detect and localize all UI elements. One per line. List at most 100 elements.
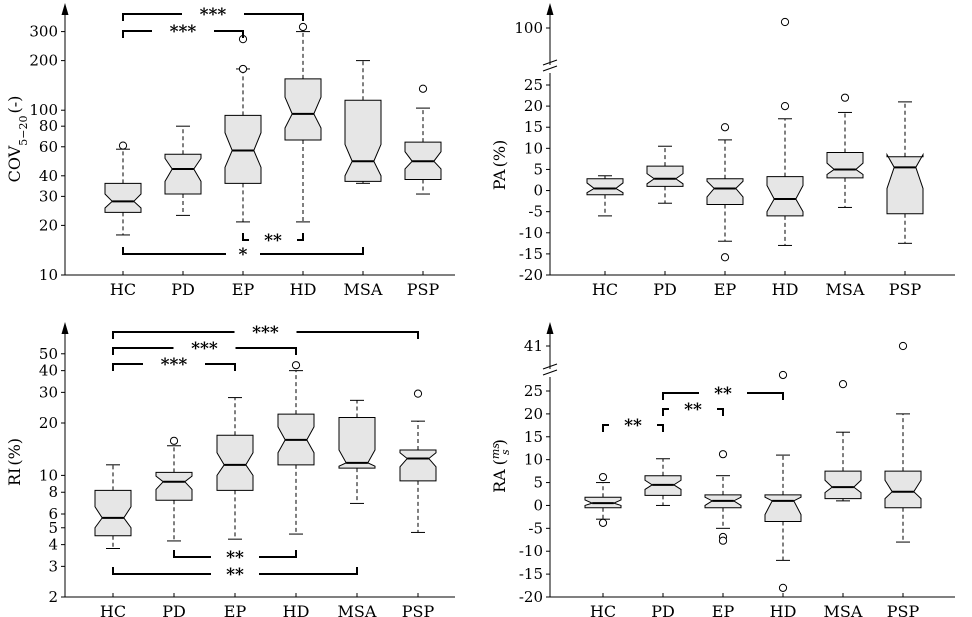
box-body: [646, 165, 684, 187]
box-hc: [586, 175, 624, 217]
y-tick-label: 8: [48, 483, 58, 501]
bracket-line-left: [602, 424, 609, 432]
outlier: [720, 123, 730, 132]
y-tick-label: 4: [48, 536, 58, 554]
bracket-line-right: [214, 30, 244, 38]
box-pd: [155, 436, 193, 542]
y-tick-label: -5: [528, 519, 543, 537]
bracket-line-left: [112, 567, 211, 575]
sig-label: **: [264, 231, 282, 251]
outlier: [413, 389, 423, 398]
bracket-line-left: [662, 408, 669, 416]
x-tick-label-pd: PD: [653, 280, 677, 299]
y-tick-label: 10: [524, 451, 543, 469]
y-tick-label: -20: [519, 266, 543, 284]
sig-bracket-pd-hd: **: [662, 384, 784, 404]
box-pd: [644, 458, 682, 506]
box-hd: [284, 22, 322, 223]
x-tick-label-msa: MSA: [824, 602, 863, 617]
box-hd: [277, 361, 315, 535]
y-axis-arrow: [546, 322, 554, 334]
outlier: [778, 370, 788, 380]
box-body: [155, 471, 193, 501]
x-tick-label-pd: PD: [162, 602, 186, 617]
x-tick-label-hc: HC: [590, 602, 616, 617]
y-tick-label-break: 100: [514, 19, 543, 37]
x-tick-label-hd: HD: [770, 602, 797, 617]
outlier: [840, 93, 850, 102]
x-tick-label-msa: MSA: [338, 602, 377, 617]
bracket-line-right: [259, 567, 358, 575]
y-tick-label: 20: [524, 405, 543, 423]
y-tick-label: 50: [39, 345, 58, 363]
sig-bracket-hc-pd: **: [602, 416, 664, 436]
axis-break-mark: [542, 65, 558, 72]
box-psp: [886, 101, 924, 244]
box-ep: [704, 450, 742, 545]
sig-label: **: [226, 548, 244, 568]
box-hc: [94, 464, 132, 550]
box-hd: [764, 370, 802, 592]
box-body: [94, 489, 132, 537]
y-axis-label-cov: COV5−20(-): [5, 96, 30, 183]
box-body: [826, 152, 864, 179]
box-msa: [824, 380, 862, 502]
box-pd: [164, 125, 202, 216]
box-body: [884, 470, 922, 509]
y-axis-label-pa: PA(%): [490, 140, 509, 191]
box-body: [886, 152, 924, 215]
y-tick-label: -10: [519, 542, 543, 560]
box-psp: [399, 389, 437, 533]
axis-break-mark: [542, 59, 558, 66]
bracket-line-left: [112, 331, 235, 339]
y-axis-arrow: [546, 3, 554, 15]
y-axis-label-ra: RA(mss): [489, 439, 512, 493]
x-tick-label-ep: EP: [224, 602, 247, 617]
box-body: [224, 114, 262, 184]
box-msa: [344, 60, 382, 184]
y-tick-label-break: 41: [524, 337, 543, 355]
bracket-line-right: [259, 550, 297, 558]
outlier: [778, 583, 788, 592]
box-body: [344, 99, 382, 182]
sig-label: *: [239, 245, 248, 265]
bracket-line-left: [662, 392, 699, 400]
bracket-line-right: [657, 424, 664, 432]
sig-bracket-hc-hd: ***: [112, 339, 297, 359]
x-tick-label-ep: EP: [712, 602, 735, 617]
sig-label: **: [226, 565, 244, 585]
y-axis-arrow: [61, 3, 69, 15]
y-tick-label: 0: [533, 496, 543, 514]
sig-bracket-hc-ep: ***: [112, 355, 236, 375]
x-tick-label-pd: PD: [171, 280, 195, 299]
bracket-line-left: [112, 363, 143, 371]
outlier: [838, 380, 848, 389]
bracket-line-right: [205, 363, 236, 371]
bracket-line-right: [297, 233, 304, 241]
bracket-line-left: [112, 347, 174, 355]
outlier: [718, 536, 728, 545]
outlier: [291, 361, 301, 370]
sig-label: ***: [252, 323, 279, 343]
bracket-line-left: [122, 247, 226, 255]
y-tick-label: 25: [524, 382, 543, 400]
box-ep: [706, 123, 744, 262]
y-tick-label: 3: [48, 557, 58, 575]
x-tick-label-psp: PSP: [889, 280, 922, 299]
sig-bracket-hc-psp: ***: [112, 323, 419, 343]
y-tick-label: 15: [524, 428, 543, 446]
y-tick-label: 6: [48, 505, 58, 523]
outlier: [418, 84, 428, 93]
y-tick-label: 80: [39, 117, 58, 135]
sig-label: ***: [191, 339, 218, 359]
panel-pa: -20 -15 -10 -5 0 5 10 15 20 25 100 PA(%) HC PD EP HD MSA…: [490, 3, 955, 299]
box-body: [164, 153, 202, 195]
y-tick-label: 10: [524, 139, 543, 157]
y-tick-label: -20: [519, 588, 543, 606]
sig-bracket-hc-msa: *: [122, 245, 364, 265]
y-tick-label: 2: [48, 588, 58, 606]
y-tick-label: 10: [39, 266, 58, 284]
outlier: [718, 450, 728, 459]
box-ep: [216, 397, 254, 540]
outlier: [720, 253, 730, 262]
